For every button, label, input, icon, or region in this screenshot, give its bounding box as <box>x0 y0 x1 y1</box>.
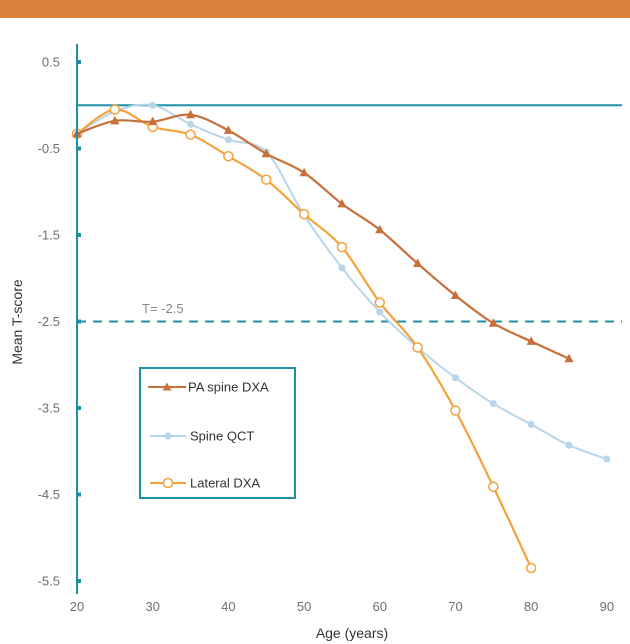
legend-triangle-icon <box>162 382 172 391</box>
y-tick <box>77 146 81 151</box>
legend-label-lateral: Lateral DXA <box>190 476 260 491</box>
data-point-lateral-dxa <box>223 151 234 162</box>
x-tick-label: 40 <box>221 599 235 614</box>
data-point-lateral-dxa <box>525 562 537 574</box>
series-lateral-dxa <box>71 104 537 574</box>
legend-dot-icon <box>164 432 172 440</box>
data-point-spine-qct <box>489 400 497 408</box>
x-tick-label: 70 <box>448 599 462 614</box>
data-point-lateral-dxa <box>412 342 423 353</box>
data-point-lateral-dxa <box>488 481 499 492</box>
x-tick-label: 90 <box>600 599 614 614</box>
data-point-pa-spine-dxa <box>413 258 423 268</box>
data-point-lateral-dxa <box>374 297 386 308</box>
data-point-lateral-dxa <box>336 241 348 253</box>
y-tick <box>77 579 81 583</box>
y-tick <box>77 492 81 497</box>
y-tick <box>77 406 81 410</box>
y-tick-label: -4.5 <box>38 487 60 502</box>
data-point-spine-qct <box>187 120 195 128</box>
data-point-spine-qct <box>527 420 535 428</box>
series-line-lateral-dxa <box>76 108 533 569</box>
legend-label-pa-spine: PA spine DXA <box>188 380 269 395</box>
data-point-pa-spine-dxa <box>526 336 536 345</box>
y-axis-title: Mean T-score <box>9 279 25 365</box>
data-point-pa-spine-dxa <box>148 116 158 126</box>
data-point-pa-spine-dxa <box>110 115 120 125</box>
legend-circle-icon <box>162 477 174 489</box>
data-point-lateral-dxa <box>450 405 461 416</box>
data-point-lateral-dxa <box>185 129 196 140</box>
data-point-spine-qct <box>565 441 573 449</box>
data-point-spine-qct <box>338 264 346 272</box>
data-point-lateral-dxa <box>260 174 272 185</box>
data-point-pa-spine-dxa <box>299 167 309 177</box>
data-point-lateral-dxa <box>109 104 121 115</box>
data-point-pa-spine-dxa <box>450 290 461 300</box>
y-tick-label: -3.5 <box>38 401 60 416</box>
legend-item-spine-qct: Spine QCT <box>150 429 254 444</box>
y-tick-label: -0.5 <box>38 141 60 156</box>
x-tick-label: 30 <box>145 599 159 614</box>
data-point-pa-spine-dxa <box>488 318 498 327</box>
data-point-pa-spine-dxa <box>223 125 233 134</box>
series-line-pa-spine-dxa <box>76 113 570 360</box>
data-point-pa-spine-dxa <box>375 224 385 234</box>
legend: PA spine DXA Spine QCT Lateral DXA <box>139 367 296 499</box>
y-tick <box>77 233 81 237</box>
y-tick <box>77 319 81 324</box>
data-point-spine-qct <box>149 101 157 109</box>
x-axis-title: Age (years) <box>316 625 388 641</box>
x-tick-label: 80 <box>524 599 538 614</box>
data-point-lateral-dxa <box>298 208 310 220</box>
data-point-pa-spine-dxa <box>564 353 574 363</box>
header-bar <box>0 0 630 18</box>
x-tick-label: 20 <box>70 599 84 614</box>
data-point-pa-spine-dxa <box>185 109 196 119</box>
data-point-pa-spine-dxa <box>261 148 271 158</box>
y-tick-label: -2.5 <box>38 314 60 329</box>
y-tick-label: 0.5 <box>42 55 60 70</box>
data-point-spine-qct <box>603 455 611 463</box>
series-pa-spine-dxa <box>72 109 574 363</box>
data-point-spine-qct <box>224 136 232 144</box>
threshold-label: T= -2.5 <box>142 301 184 316</box>
y-tick <box>77 60 81 64</box>
data-point-spine-qct <box>376 308 384 316</box>
data-point-spine-qct <box>451 374 459 382</box>
x-tick-label: 60 <box>373 599 387 614</box>
legend-item-pa-spine: PA spine DXA <box>148 380 269 395</box>
y-tick-label: -5.5 <box>38 574 60 589</box>
legend-label-spine-qct: Spine QCT <box>190 429 254 444</box>
y-tick-label: -1.5 <box>38 228 60 243</box>
data-point-pa-spine-dxa <box>337 198 347 208</box>
legend-item-lateral: Lateral DXA <box>150 476 260 491</box>
x-tick-label: 50 <box>297 599 311 614</box>
